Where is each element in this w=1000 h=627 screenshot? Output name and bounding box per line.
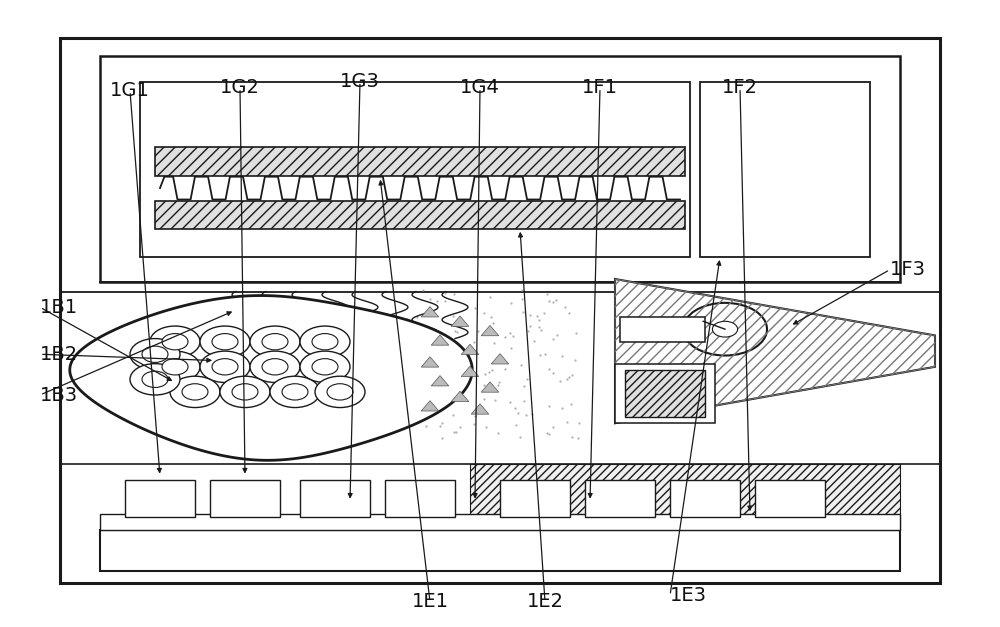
Circle shape (315, 376, 365, 408)
Bar (155, 147, 685, 176)
Polygon shape (431, 376, 449, 386)
Circle shape (262, 334, 288, 350)
Circle shape (200, 351, 250, 382)
Circle shape (162, 359, 188, 375)
Text: 1B3: 1B3 (40, 386, 78, 404)
Text: 1B2: 1B2 (40, 345, 78, 364)
Bar (300, 480, 370, 517)
Bar (155, 201, 685, 229)
Circle shape (130, 339, 180, 370)
Circle shape (200, 326, 250, 357)
Circle shape (182, 384, 208, 400)
Polygon shape (481, 382, 499, 393)
Circle shape (150, 351, 200, 382)
Bar (100, 56, 900, 282)
Bar (625, 370, 705, 417)
Polygon shape (491, 354, 509, 364)
Circle shape (712, 321, 738, 337)
Text: 1E3: 1E3 (670, 586, 707, 605)
Bar (585, 480, 655, 517)
Polygon shape (431, 335, 449, 345)
Text: 1E2: 1E2 (526, 593, 564, 611)
Circle shape (300, 351, 350, 382)
Text: 1B1: 1B1 (40, 298, 78, 317)
Circle shape (232, 384, 258, 400)
Circle shape (282, 384, 308, 400)
Circle shape (312, 359, 338, 375)
Bar (615, 364, 715, 423)
Bar (755, 480, 825, 517)
Polygon shape (451, 316, 469, 326)
Circle shape (312, 334, 338, 350)
Circle shape (220, 376, 270, 408)
Polygon shape (70, 295, 472, 460)
Circle shape (170, 376, 220, 408)
Polygon shape (461, 366, 479, 376)
Circle shape (250, 326, 300, 357)
Polygon shape (615, 279, 935, 423)
Circle shape (262, 359, 288, 375)
Circle shape (212, 334, 238, 350)
Circle shape (212, 359, 238, 375)
Bar (700, 82, 870, 257)
Circle shape (162, 334, 188, 350)
Text: 1G1: 1G1 (110, 82, 150, 100)
Bar (620, 317, 705, 342)
Text: 1F3: 1F3 (890, 260, 926, 279)
Bar (670, 480, 740, 517)
Text: 1G3: 1G3 (340, 72, 380, 91)
Bar (385, 480, 455, 517)
Text: 1E1: 1E1 (412, 593, 448, 611)
Bar (60, 38, 940, 583)
Bar (140, 82, 690, 257)
Polygon shape (470, 464, 900, 530)
Text: 1G4: 1G4 (460, 78, 500, 97)
Bar (500, 480, 570, 517)
Text: 1G2: 1G2 (220, 78, 260, 97)
Polygon shape (421, 401, 439, 411)
Text: 1F2: 1F2 (722, 78, 758, 97)
Circle shape (142, 371, 168, 387)
Circle shape (150, 326, 200, 357)
Text: 1F1: 1F1 (582, 78, 618, 97)
Polygon shape (421, 307, 439, 317)
Bar (100, 530, 900, 571)
Circle shape (270, 376, 320, 408)
Circle shape (327, 384, 353, 400)
Bar (210, 480, 280, 517)
Polygon shape (471, 404, 489, 414)
Polygon shape (451, 391, 469, 402)
Polygon shape (481, 325, 499, 336)
Circle shape (300, 326, 350, 357)
Circle shape (250, 351, 300, 382)
Polygon shape (421, 357, 439, 367)
Circle shape (142, 346, 168, 362)
Bar (125, 480, 195, 517)
Bar (100, 514, 900, 530)
Polygon shape (461, 344, 479, 355)
Circle shape (683, 303, 767, 356)
Circle shape (130, 364, 180, 395)
